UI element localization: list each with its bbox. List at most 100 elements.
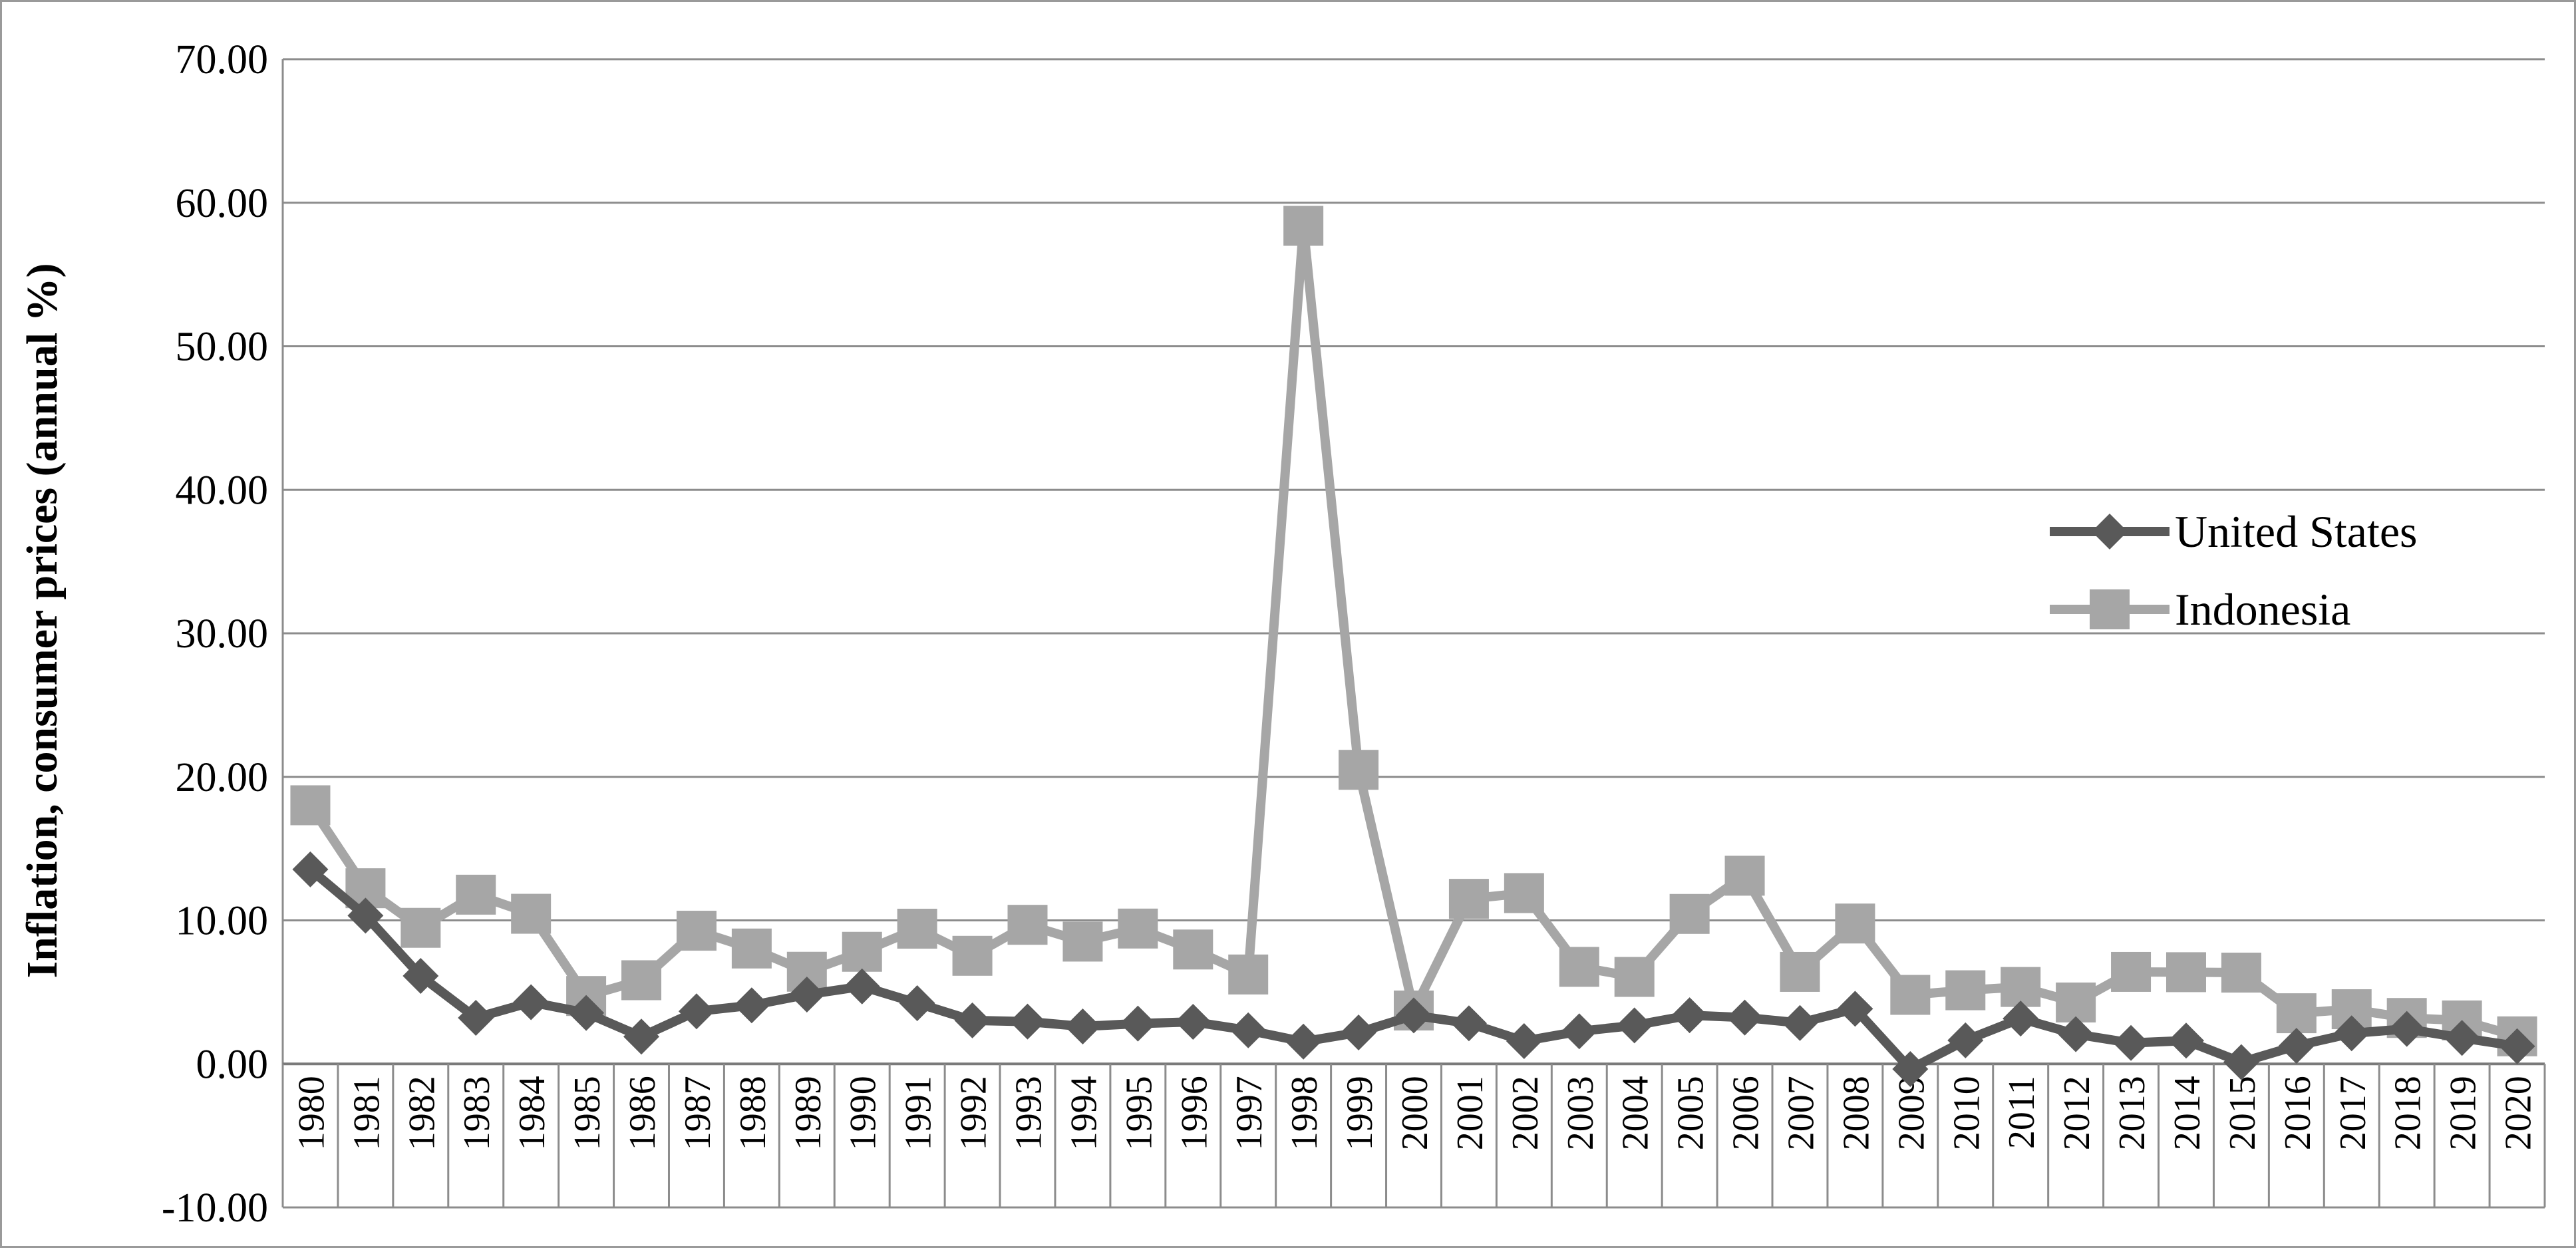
data-point-united-states (788, 977, 825, 1013)
x-tick-label: 1999 (1339, 1076, 1380, 1150)
x-tick-label: 1984 (512, 1076, 553, 1150)
data-point-indonesia (1614, 957, 1655, 997)
x-tick-label: 1988 (732, 1076, 774, 1150)
data-point-united-states (513, 984, 550, 1020)
data-point-united-states (2223, 1044, 2259, 1080)
y-axis-label: Inflation, consumer prices (annual %) (18, 263, 67, 978)
data-point-united-states (568, 995, 605, 1031)
data-point-united-states (2499, 1028, 2535, 1064)
x-tick-label: 2001 (1450, 1076, 1491, 1150)
data-point-united-states (2113, 1024, 2150, 1061)
data-point-united-states (1892, 1051, 1929, 1088)
legend-label: United States (2175, 506, 2418, 557)
x-tick-label: 1989 (788, 1076, 829, 1150)
y-tick-label: 10.00 (176, 899, 269, 944)
data-point-united-states (292, 851, 329, 887)
legend: United States Indonesia (2050, 506, 2418, 635)
data-point-united-states (1450, 1005, 1487, 1042)
data-point-indonesia (897, 909, 937, 949)
data-point-indonesia (1669, 893, 1710, 934)
data-point-indonesia (456, 874, 496, 915)
data-point-indonesia (1283, 206, 1324, 246)
x-tick-label: 1998 (1284, 1076, 1325, 1150)
x-tick-label: 1991 (898, 1076, 939, 1150)
x-tick-label: 2019 (2443, 1076, 2484, 1150)
data-point-indonesia (1504, 873, 1544, 913)
y-tick-label: 0.00 (196, 1042, 269, 1087)
data-point-united-states (1230, 1012, 1267, 1048)
legend-label: Indonesia (2175, 584, 2350, 635)
data-point-indonesia (1890, 975, 1931, 1015)
x-tick-label: 1987 (677, 1076, 719, 1150)
data-point-indonesia (1007, 905, 1048, 945)
x-tick-label: 2009 (1891, 1076, 1932, 1150)
x-tick-label: 2012 (2056, 1076, 2098, 1150)
x-tick-label: 2003 (1560, 1076, 1601, 1150)
x-tick-label: 2020 (2498, 1076, 2539, 1150)
data-point-united-states (1175, 1004, 1211, 1040)
data-point-indonesia (2276, 993, 2317, 1034)
x-tick-label: 1980 (291, 1076, 332, 1150)
data-point-indonesia (2166, 952, 2206, 993)
x-tick-label: 2018 (2388, 1076, 2429, 1150)
data-point-united-states (1064, 1008, 1101, 1044)
x-tick-label: 2006 (1726, 1076, 1767, 1150)
y-tick-label: 70.00 (176, 37, 269, 82)
x-tick-label: 1985 (567, 1076, 608, 1150)
x-tick-label: 2013 (2112, 1076, 2153, 1150)
data-point-indonesia (1228, 954, 1269, 995)
x-tick-label: 1990 (843, 1076, 884, 1150)
legend-marker (2090, 589, 2130, 629)
data-point-united-states (1285, 1023, 1322, 1060)
data-point-united-states (458, 999, 494, 1036)
x-tick-label: 1981 (346, 1076, 387, 1150)
x-tick-label: 2002 (1505, 1076, 1546, 1150)
y-tick-label: 60.00 (176, 181, 269, 226)
data-point-united-states (1120, 1005, 1156, 1042)
data-point-indonesia (1945, 970, 1986, 1011)
x-tick-label: 1996 (1174, 1076, 1215, 1150)
legend-item-indonesia: Indonesia (2050, 584, 2350, 635)
data-point-united-states (2003, 1001, 2039, 1037)
data-point-indonesia (842, 931, 882, 972)
axes (281, 59, 2546, 1209)
data-point-united-states (1947, 1022, 1984, 1058)
data-point-indonesia (2111, 951, 2152, 992)
data-point-indonesia (2221, 953, 2261, 993)
data-point-indonesia (676, 911, 717, 951)
data-point-indonesia (2056, 982, 2096, 1022)
data-point-united-states (899, 985, 935, 1021)
legend-marker (2092, 514, 2128, 549)
x-tick-label: 1993 (1009, 1076, 1050, 1150)
data-point-indonesia (1062, 921, 1103, 962)
data-point-united-states (2333, 1015, 2370, 1052)
data-point-indonesia (1448, 879, 1489, 919)
x-tick-label: 1995 (1118, 1076, 1160, 1150)
data-point-united-states (2388, 1011, 2425, 1047)
x-tick-label: 1994 (1063, 1076, 1104, 1150)
x-tick-label: 1982 (401, 1076, 442, 1150)
y-tick-labels: 70.00 60.00 50.00 40.00 30.00 20.00 10.00 0.00 -… (162, 37, 268, 1231)
x-tick-label: 2004 (1615, 1076, 1657, 1150)
data-point-united-states (402, 957, 439, 994)
series-united-states (292, 851, 2535, 1088)
x-tick-label: 2005 (1671, 1076, 1712, 1150)
x-tick-label: 2008 (1836, 1076, 1877, 1150)
data-point-indonesia (621, 960, 662, 1001)
x-tick-label: 2007 (1780, 1076, 1822, 1150)
data-point-united-states (954, 1002, 991, 1038)
legend-item-united-states: United States (2050, 506, 2418, 557)
data-point-united-states (844, 968, 880, 1005)
data-point-united-states (623, 1018, 660, 1055)
x-tick-label: 1983 (456, 1076, 498, 1150)
data-point-indonesia (952, 935, 993, 976)
y-tick-label: 40.00 (176, 468, 269, 513)
data-point-indonesia (731, 928, 772, 969)
y-tick-label: 20.00 (176, 755, 269, 800)
x-tick-label: 2015 (2222, 1076, 2263, 1150)
y-tick-label: 30.00 (176, 611, 269, 657)
data-point-united-states (733, 987, 770, 1024)
y-tick-label: -10.00 (162, 1185, 268, 1231)
data-point-united-states (1506, 1022, 1542, 1059)
